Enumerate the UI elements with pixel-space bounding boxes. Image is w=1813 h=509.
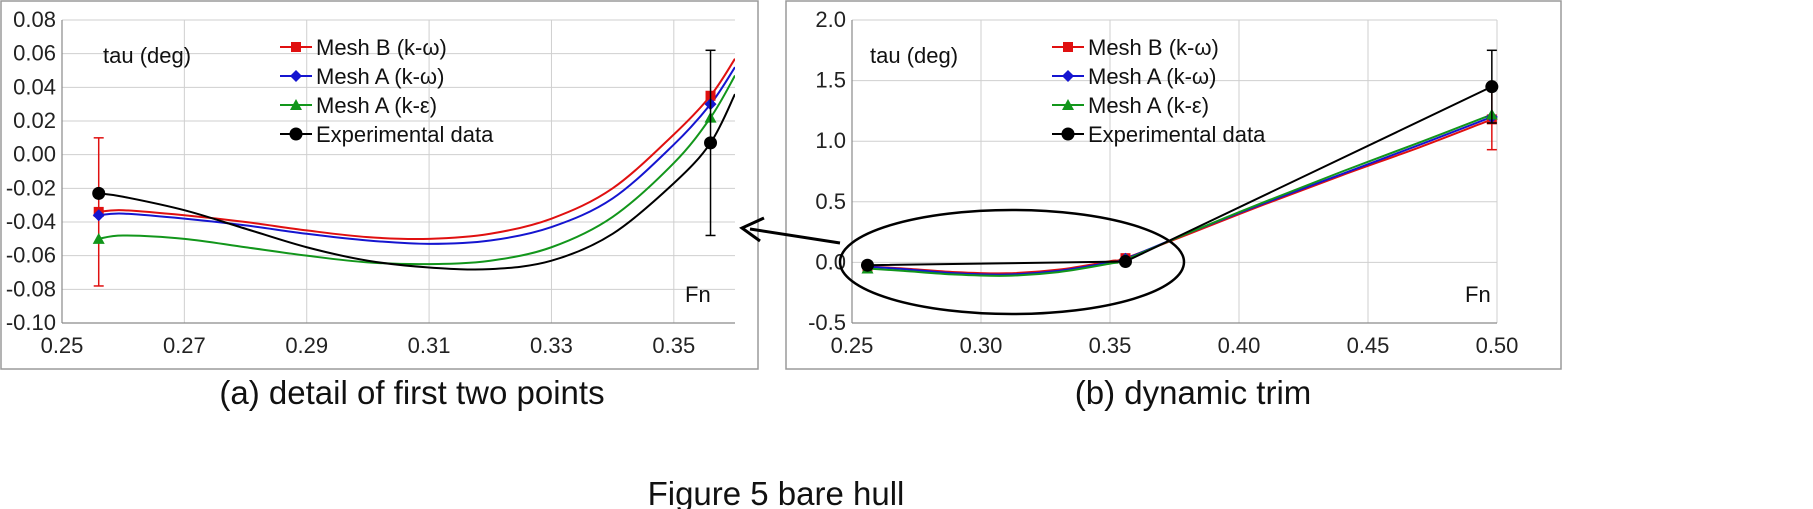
y-tick-label: 0.5 [815,189,846,214]
y-tick-label: -0.02 [6,175,56,200]
series-line-1 [98,66,735,245]
legend-marker [1062,99,1074,110]
x-tick-label: 0.25 [41,333,84,358]
data-point-3 [92,186,106,200]
legend-marker [1061,127,1075,141]
data-point-1 [92,209,105,222]
x-tick-label: 0.45 [1347,333,1390,358]
x-tick-label: 0.35 [1089,333,1132,358]
data-point-3 [704,136,718,150]
data-point-3 [860,258,874,272]
y-tick-label: -0.08 [6,276,56,301]
legend-label: Mesh A (k-ω) [316,64,444,89]
y-tick-label: 2.0 [815,7,846,32]
legend-label: Experimental data [1088,122,1266,147]
chart-a: 0.08 0.06 0.04 0.02 0.00 -0.02 -0.04 -0.06 -0.08… [0,0,759,411]
zoom-highlight-ellipse [838,208,1186,316]
zoom-arrow [749,227,841,245]
zoom-arrow-head [739,216,765,243]
chart-caption: (a) detail of first two points [219,374,604,411]
y-annotation-label: tau (deg) [870,43,958,68]
data-point-3 [1485,80,1499,94]
legend-label: Mesh B (k-ω) [316,35,447,60]
y-tick-label: -0.06 [6,243,56,268]
x-tick-label: 0.27 [163,333,206,358]
y-tick-label: 0.02 [13,108,56,133]
legend-label: Mesh B (k-ω) [1088,35,1219,60]
y-tick-label: -0.04 [6,209,56,234]
legend-label: Experimental data [316,122,494,147]
legend-marker [1062,70,1074,82]
series-line-3 [98,93,735,271]
x-tick-label: 0.50 [1476,333,1519,358]
chart-caption: (b) dynamic trim [1075,374,1312,411]
x-tick-label: 0.30 [960,333,1003,358]
x-annotation-label: Fn [685,282,711,307]
legend-marker [290,99,302,110]
chart-b-frame [785,0,1562,370]
legend-marker [1063,42,1073,52]
y-tick-label: -0.5 [808,310,846,335]
x-tick-label: 0.29 [285,333,328,358]
chart-b: 2.01.51.00.50.0-0.50.25 0.30 0.35 0.40 0.45 0… [785,0,1562,411]
y-tick-label: 1.5 [815,68,846,93]
plot-area [98,58,735,271]
y-tick-label: 1.0 [815,128,846,153]
y-tick-label: 0.04 [13,74,56,99]
x-tick-label: 0.31 [408,333,451,358]
y-tick-label: 0.08 [13,7,56,32]
x-tick-label: 0.40 [1218,333,1261,358]
legend-marker [291,42,301,52]
x-tick-label: 0.35 [652,333,695,358]
figure-caption: Figure 5 bare hull [648,475,905,509]
y-tick-label: -0.10 [6,310,56,335]
series-line-0 [98,58,735,241]
data-point-2 [92,232,105,244]
legend-label: Mesh A (k-ε) [316,93,437,118]
y-annotation-label: tau (deg) [103,43,191,68]
data-point-3 [1118,255,1132,269]
x-tick-label: 0.33 [530,333,573,358]
chart-a-frame [0,0,759,370]
y-tick-label: 0.06 [13,41,56,66]
y-tick-label: 0.00 [13,142,56,167]
legend-marker [289,127,303,141]
legend-label: Mesh A (k-ε) [1088,93,1209,118]
series-line-2 [98,75,735,266]
legend-label: Mesh A (k-ω) [1088,64,1216,89]
x-annotation-label: Fn [1465,282,1491,307]
legend-marker [290,70,302,82]
x-tick-label: 0.25 [831,333,874,358]
